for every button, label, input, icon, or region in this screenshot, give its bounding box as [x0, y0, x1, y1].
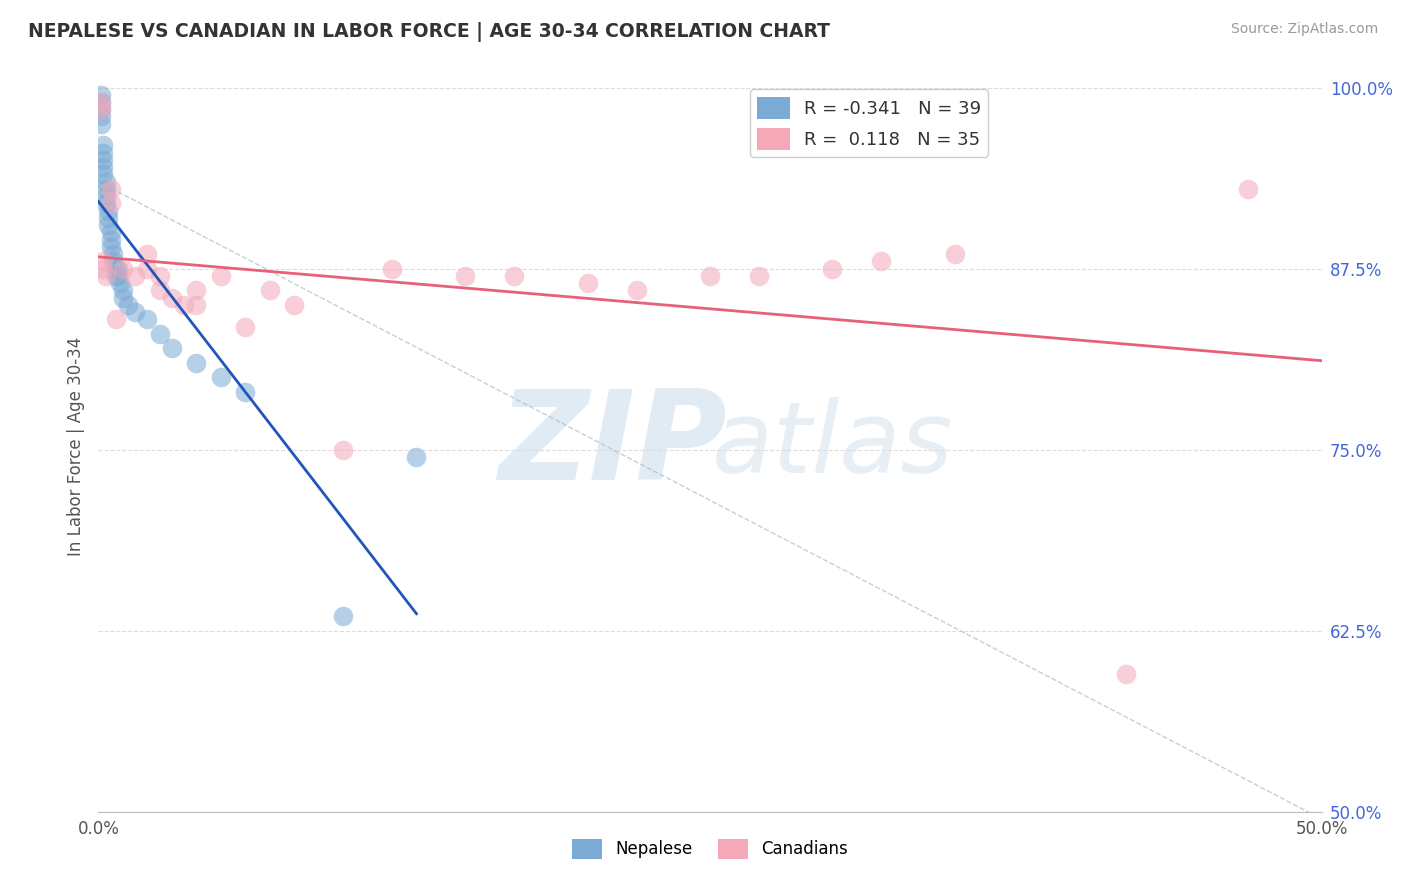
Point: [136, 261, 159, 276]
Point: [100, 196, 122, 211]
Point: [104, 261, 127, 276]
Legend: Nepalese, Canadians: Nepalese, Canadians: [565, 832, 855, 865]
Point: [233, 319, 256, 334]
Point: [110, 276, 132, 290]
Point: [111, 283, 134, 297]
Point: [97, 211, 120, 225]
Point: [107, 268, 129, 283]
Point: [90, 95, 112, 109]
Point: [259, 283, 281, 297]
Point: [94, 268, 117, 283]
Point: [149, 283, 172, 297]
Point: [90, 110, 112, 124]
Point: [91, 153, 114, 167]
Point: [160, 291, 183, 305]
Point: [91, 138, 114, 153]
Point: [332, 442, 354, 457]
Point: [100, 233, 122, 247]
Point: [111, 291, 134, 305]
Point: [90, 117, 112, 131]
Text: NEPALESE VS CANADIAN IN LABOR FORCE | AGE 30-34 CORRELATION CHART: NEPALESE VS CANADIAN IN LABOR FORCE | AG…: [28, 22, 830, 42]
Point: [405, 450, 427, 464]
Point: [136, 247, 159, 261]
Point: [91, 168, 114, 182]
Point: [149, 326, 172, 341]
Point: [209, 268, 232, 283]
Point: [186, 298, 208, 312]
Point: [111, 261, 134, 276]
Point: [136, 312, 159, 326]
Point: [699, 268, 721, 283]
Point: [821, 261, 844, 276]
Point: [186, 283, 208, 297]
Point: [332, 609, 354, 624]
Point: [748, 268, 770, 283]
Point: [124, 305, 146, 319]
Point: [1237, 182, 1260, 196]
Point: [626, 283, 648, 297]
Point: [94, 182, 117, 196]
Point: [91, 254, 114, 268]
Point: [100, 225, 122, 239]
Y-axis label: In Labor Force | Age 30-34: In Labor Force | Age 30-34: [66, 336, 84, 556]
Point: [124, 268, 146, 283]
Point: [943, 247, 966, 261]
Point: [91, 145, 114, 160]
Text: Source: ZipAtlas.com: Source: ZipAtlas.com: [1230, 22, 1378, 37]
Point: [91, 160, 114, 174]
Text: ZIP: ZIP: [498, 385, 727, 507]
Point: [160, 341, 183, 355]
Point: [454, 268, 477, 283]
Point: [94, 189, 117, 203]
Point: [870, 254, 893, 268]
Point: [100, 240, 122, 254]
Point: [104, 268, 127, 283]
Point: [101, 247, 124, 261]
Point: [100, 182, 122, 196]
Point: [90, 102, 112, 116]
Point: [104, 312, 127, 326]
Point: [186, 356, 208, 370]
Point: [149, 268, 172, 283]
Point: [503, 268, 526, 283]
Point: [97, 203, 120, 218]
Point: [173, 298, 195, 312]
Point: [94, 175, 117, 189]
Point: [107, 261, 129, 276]
Point: [90, 102, 112, 116]
Point: [1115, 667, 1137, 681]
Text: atlas: atlas: [711, 398, 953, 494]
Point: [101, 254, 124, 268]
Point: [90, 87, 112, 102]
Point: [576, 276, 599, 290]
Point: [97, 218, 120, 232]
Point: [90, 95, 112, 109]
Point: [381, 261, 404, 276]
Point: [283, 298, 305, 312]
Point: [117, 298, 139, 312]
Point: [233, 384, 256, 399]
Point: [91, 261, 114, 276]
Point: [94, 196, 117, 211]
Point: [209, 370, 232, 384]
